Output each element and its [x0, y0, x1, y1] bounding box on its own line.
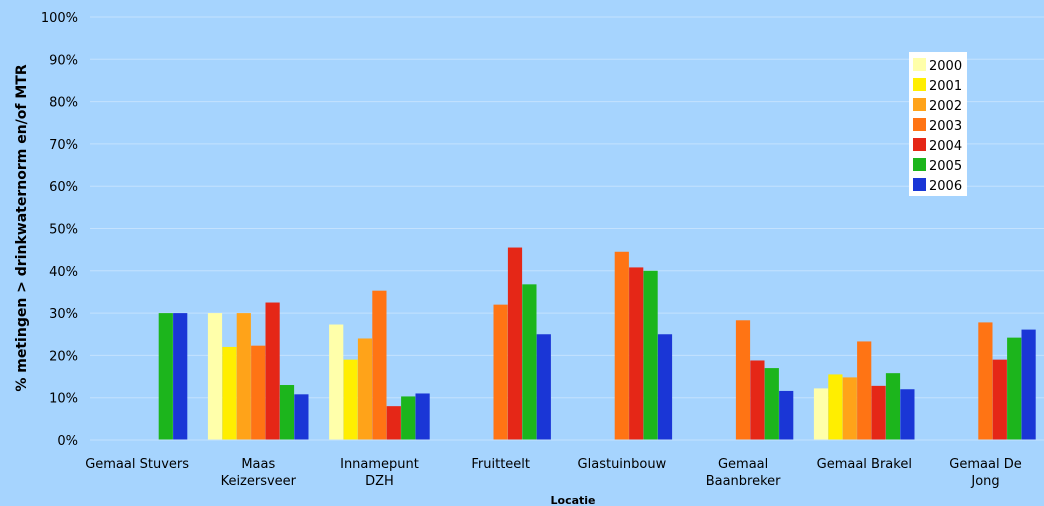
legend-label-2003: 2003 — [929, 119, 962, 134]
bar-2001-2 — [343, 359, 358, 440]
bar-2006-4 — [657, 334, 673, 440]
x-category-label: Gemaal Stuvers — [85, 457, 189, 472]
legend-label-2002: 2002 — [929, 99, 962, 114]
bar-2005-1 — [279, 385, 295, 440]
bar-2006-7 — [1021, 329, 1036, 440]
y-tick-label: 50% — [49, 223, 78, 238]
bar-2004-7 — [992, 359, 1007, 440]
bar-2005-3 — [522, 284, 537, 440]
legend-swatch-2000 — [913, 58, 926, 71]
x-category-label: Innamepunt DZH — [340, 457, 419, 489]
y-tick-label: 0% — [57, 434, 78, 449]
bar-2004-1 — [265, 302, 280, 440]
y-tick-label: 70% — [49, 138, 78, 153]
bar-2003-7 — [978, 322, 993, 440]
legend-label-2005: 2005 — [929, 159, 962, 174]
bar-2004-3 — [507, 247, 523, 440]
legend-label-2006: 2006 — [929, 179, 962, 194]
legend-swatch-2001 — [913, 78, 926, 91]
bar-2004-2 — [386, 406, 401, 440]
legend-label-2001: 2001 — [929, 79, 962, 94]
bar-2000-6 — [813, 388, 829, 440]
bar-2005-5 — [764, 368, 779, 440]
y-tick-label: 20% — [49, 349, 78, 364]
bar-2006-0 — [173, 313, 188, 440]
bar-2002-6 — [842, 377, 857, 440]
bar-2003-6 — [857, 341, 872, 440]
x-axis-category-labels: Gemaal Stuvers Maas Keizersveer Innamepunt D… — [85, 457, 1022, 489]
bar-2004-5 — [750, 360, 765, 440]
bar-2000-1 — [207, 313, 223, 440]
y-tick-label: 60% — [49, 180, 78, 195]
x-axis-label: Locatie — [551, 494, 596, 506]
x-category-label: Glastuinbouw — [578, 457, 667, 472]
y-tick-label: 10% — [49, 392, 78, 407]
bar-2006-3 — [536, 334, 551, 440]
bar-2006-6 — [900, 389, 915, 440]
legend-swatch-2003 — [913, 118, 926, 131]
legend-swatch-2005 — [913, 158, 926, 171]
x-category-label: Gemaal Brakel — [817, 457, 912, 472]
x-category-label: Gemaal De Jong — [949, 457, 1021, 489]
bar-2001-1 — [222, 346, 237, 440]
bar-2003-2 — [372, 290, 387, 440]
x-category-label: Maas Keizersveer — [221, 457, 297, 489]
bar-2005-6 — [885, 373, 901, 440]
bar-2006-5 — [779, 390, 794, 440]
bar-2003-1 — [251, 345, 266, 440]
bar-2005-2 — [401, 396, 416, 440]
y-tick-label: 90% — [49, 53, 78, 68]
legend-label-2004: 2004 — [929, 139, 962, 154]
y-tick-label: 30% — [49, 307, 78, 322]
bar-2000-2 — [329, 324, 344, 440]
y-tick-label: 80% — [49, 96, 78, 111]
legend-swatch-2004 — [913, 138, 926, 151]
bar-2006-2 — [415, 393, 430, 440]
legend-swatch-2006 — [913, 178, 926, 191]
bar-2006-1 — [294, 394, 309, 440]
legend: 2000 2001 2002 2003 2004 2005 2006 — [909, 52, 967, 196]
bar-2002-2 — [357, 338, 373, 440]
bar-2005-0 — [158, 313, 173, 440]
bar-2002-1 — [236, 313, 251, 440]
x-category-label: Gemaal Baanbreker — [706, 457, 781, 489]
bar-2003-4 — [614, 251, 629, 440]
bar-2005-4 — [643, 270, 658, 440]
bar-2003-3 — [493, 304, 508, 440]
x-category-label: Fruitteelt — [471, 457, 530, 472]
y-tick-label: 100% — [41, 11, 78, 26]
bar-2001-6 — [828, 374, 843, 440]
y-axis-label: % metingen > drinkwaternorm en/of MTR — [14, 64, 30, 391]
bar-2004-4 — [629, 267, 644, 440]
legend-label-2000: 2000 — [929, 59, 962, 74]
bars — [158, 247, 1036, 440]
legend-swatch-2002 — [913, 98, 926, 111]
y-axis-tick-labels: 0% 10% 20% 30% 40% 50% 60% 70% 80% 90% 100% — [41, 11, 78, 449]
bar-2004-6 — [871, 385, 886, 440]
y-tick-label: 40% — [49, 265, 78, 280]
bar-2005-7 — [1007, 337, 1022, 440]
bar-2003-5 — [735, 320, 751, 440]
